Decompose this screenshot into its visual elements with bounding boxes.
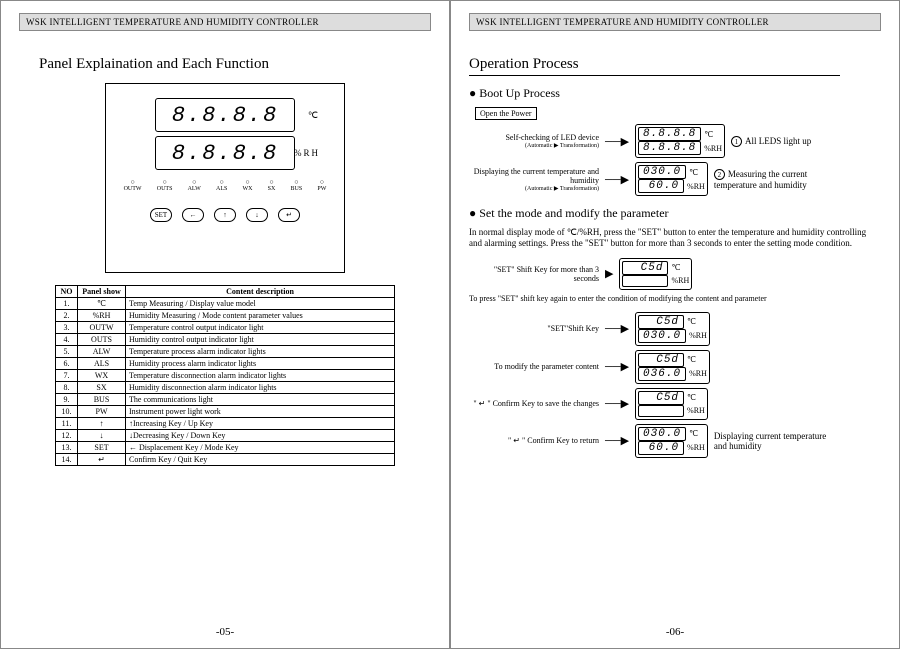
lcd-temp-value: 8.8.8.8 xyxy=(172,103,278,128)
device-panel: 8.8.8.8 ℃ 8.8.8.8 %RH OUTW OUTS ALW ALS … xyxy=(105,83,345,273)
step-c-label: To modify the parameter content xyxy=(469,362,599,371)
button-row: SET ← ↑ ↓ ↵ xyxy=(116,208,334,222)
th-panel: Panel show xyxy=(78,286,126,298)
step-measure: Displaying the current temperature and h… xyxy=(469,162,881,196)
th-no: NO xyxy=(56,286,78,298)
indicator-row: OUTW OUTS ALW ALS WX SX BUS PW xyxy=(116,178,334,192)
btn-down: ↓ xyxy=(246,208,268,222)
table-row: 8.SXHumidity disconnection alarm indicat… xyxy=(56,382,395,394)
description-table: NO Panel show Content description 1.℃Tem… xyxy=(55,285,395,466)
circ-2: 2 xyxy=(714,169,725,180)
cell-030: 030.0 xyxy=(638,165,686,179)
ind-als: ALS xyxy=(216,178,227,192)
step-d-label: " ↵ " Confirm Key to save the changes xyxy=(469,399,599,408)
step-a-label: "SET" Shift Key for more than 3 seconds xyxy=(469,265,599,283)
cell-blank xyxy=(622,275,668,287)
btn-enter: ↵ xyxy=(278,208,300,222)
page-number-left: -05- xyxy=(1,626,449,638)
table-row: 1.℃Temp Measuring / Display value model xyxy=(56,298,395,310)
ind-outw: OUTW xyxy=(124,178,142,192)
table-row: 4.OUTSHumidity control output indicator … xyxy=(56,334,395,346)
note-measuring: Measuring the current temperature and hu… xyxy=(714,169,807,190)
ind-sx: SX xyxy=(268,178,276,192)
step-a: "SET" Shift Key for more than 3 seconds … xyxy=(469,258,881,290)
open-power-box: Open the Power xyxy=(475,107,537,120)
selfcheck-label: Self-checking of LED device xyxy=(469,133,599,142)
btn-left: ← xyxy=(182,208,204,222)
page-right: WSK INTELLIGENT TEMPERATURE AND HUMIDITY… xyxy=(450,0,900,649)
lcd-hum-value: 8.8.8.8 xyxy=(172,141,278,166)
subhead-setmode: Set the mode and modify the parameter xyxy=(469,206,881,221)
unit-rh: %RH xyxy=(294,148,320,158)
table-row: 10.PWInstrument power light work xyxy=(56,406,395,418)
section-title-left: Panel Explaination and Each Function xyxy=(39,56,431,73)
final-note: Displaying current temperature and humid… xyxy=(714,431,834,451)
table-row: 9.BUSThe communications light xyxy=(56,394,395,406)
u-c: ℃ xyxy=(704,130,713,139)
table-row: 5.ALWTemperature process alarm indicator… xyxy=(56,346,395,358)
th-desc: Content description xyxy=(126,286,395,298)
note-all-leds: All LEDS light up xyxy=(745,136,811,146)
page-number-right: -06- xyxy=(451,626,899,638)
circ-1: 1 xyxy=(731,136,742,147)
table-row: 13.SET← Displacement Key / Mode Key xyxy=(56,442,395,454)
page-left: WSK INTELLIGENT TEMPERATURE AND HUMIDITY… xyxy=(0,0,450,649)
cell-8888-t: 8.8.8.8 xyxy=(638,127,701,141)
ind-wx: WX xyxy=(243,178,253,192)
table-row: 6.ALSHumidity process alarm indicator li… xyxy=(56,358,395,370)
step-selfcheck: Self-checking of LED device (Automatic ▶… xyxy=(469,124,881,158)
arrow-icon: ──▶ xyxy=(605,135,629,148)
btn-up: ↑ xyxy=(214,208,236,222)
ind-outs: OUTS xyxy=(157,178,173,192)
cell-60: 60.0 xyxy=(638,179,684,193)
table-row: 14.↵Confirm Key / Quit Key xyxy=(56,454,395,466)
ind-bus: BUS xyxy=(291,178,303,192)
cell-csd: C5d xyxy=(622,261,668,275)
cell-8888-h: 8.8.8.8 xyxy=(638,141,701,155)
step-b-label: "SET"Shift Key xyxy=(469,324,599,333)
table-row: 3.OUTWTemperature control output indicat… xyxy=(56,322,395,334)
btn-set: SET xyxy=(150,208,172,222)
setmode-para: In normal display mode of ℃/%RH, press t… xyxy=(469,227,881,250)
ind-alw: ALW xyxy=(188,178,201,192)
arrow-icon: ──▶ xyxy=(605,173,629,186)
step-e: " ↵ " Confirm Key to return ──▶ 030.0℃ 6… xyxy=(469,424,881,458)
display-8888: 8.8.8.8℃ 8.8.8.8%RH xyxy=(635,124,725,158)
line2: To press "SET" shift key again to enter … xyxy=(469,294,881,304)
ind-pw: PW xyxy=(317,178,326,192)
table-row: 7.WXTemperature disconnection alarm indi… xyxy=(56,370,395,382)
step-c: To modify the parameter content ──▶ C5d℃… xyxy=(469,350,881,384)
display-030-60: 030.0℃ 60.0%RH xyxy=(635,162,708,196)
selfcheck-sub: (Automatic ▶ Transformation) xyxy=(469,142,599,149)
disp-current-sub: (Automatic ▶ Transformation) xyxy=(469,185,599,192)
step-e-label: " ↵ " Confirm Key to return xyxy=(469,436,599,445)
header-bar: WSK INTELLIGENT TEMPERATURE AND HUMIDITY… xyxy=(19,13,431,31)
header-bar-r: WSK INTELLIGENT TEMPERATURE AND HUMIDITY… xyxy=(469,13,881,31)
table-row: 2.%RHHumidity Measuring / Mode content p… xyxy=(56,310,395,322)
step-d: " ↵ " Confirm Key to save the changes ──… xyxy=(469,388,881,420)
u-rh: %RH xyxy=(704,144,722,153)
lcd-temp: 8.8.8.8 ℃ xyxy=(155,98,295,132)
display-csd: C5d℃ %RH xyxy=(619,258,692,290)
subhead-boot: Boot Up Process xyxy=(469,86,881,101)
unit-c: ℃ xyxy=(308,110,320,121)
lcd-humidity: 8.8.8.8 %RH xyxy=(155,136,295,170)
step-b: "SET"Shift Key ──▶ C5d℃ 030.0%RH xyxy=(469,312,881,346)
disp-current-label: Displaying the current temperature and h… xyxy=(469,167,599,185)
table-row: 11.↑↑Increasing Key / Up Key xyxy=(56,418,395,430)
section-title-right: Operation Process xyxy=(469,56,840,76)
table-row: 12.↓↓Decreasing Key / Down Key xyxy=(56,430,395,442)
